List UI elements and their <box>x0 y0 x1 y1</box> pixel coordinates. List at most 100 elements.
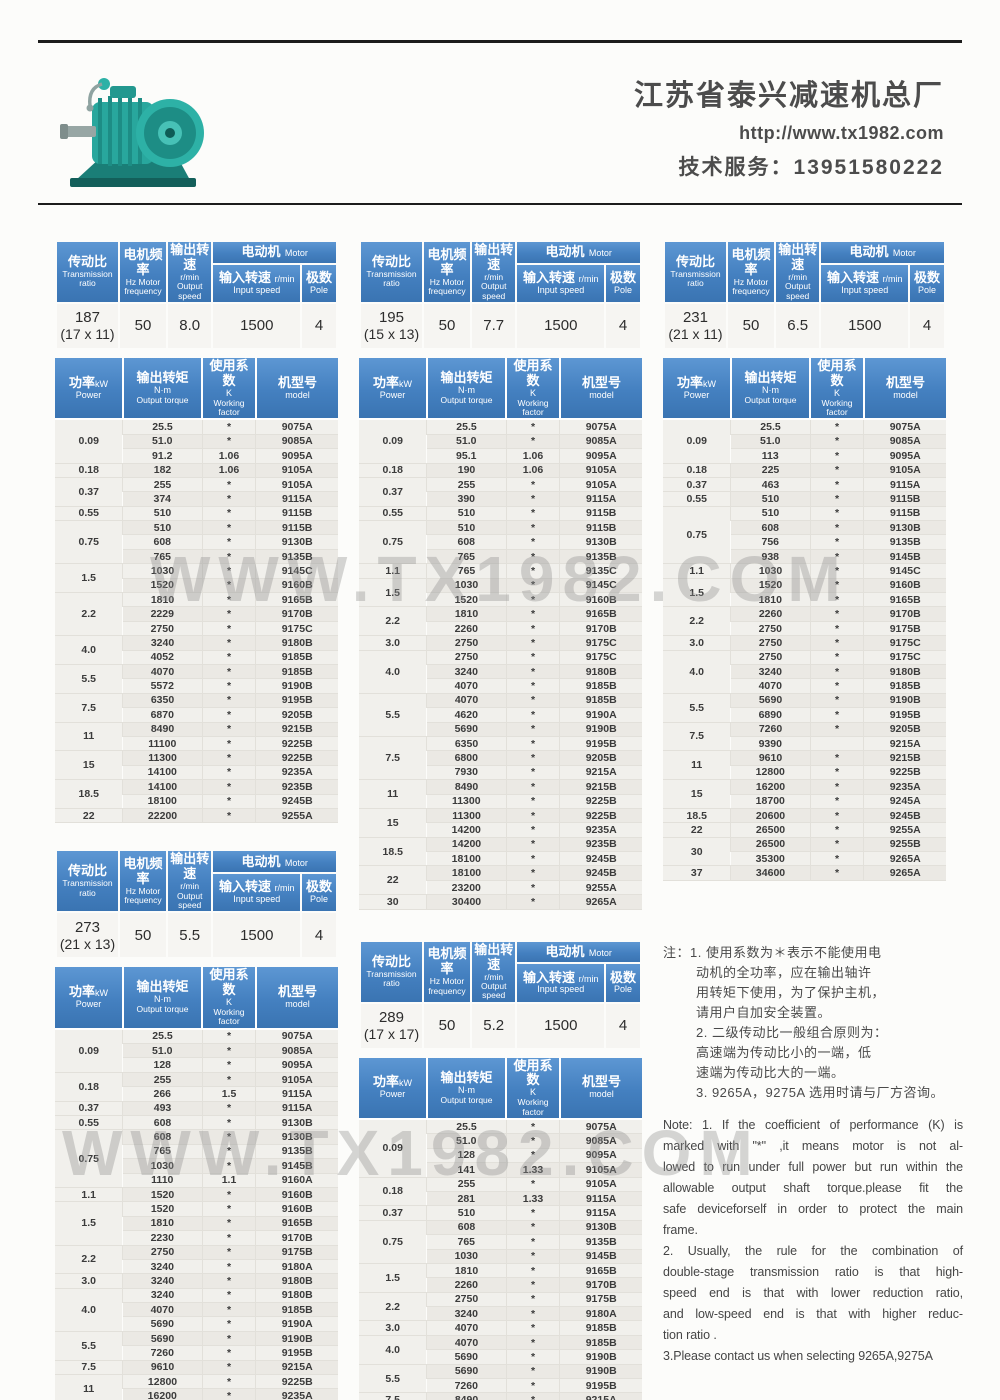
power-header-model: 机型号 model <box>254 357 338 421</box>
power-header-working-factor: 使用系数 K Working factor <box>809 357 864 421</box>
spec-header-transmission-ratio: 传动比 Transmission ratio <box>361 941 422 1002</box>
power-table-row: 390 * 9115A <box>359 491 642 507</box>
tables-area: 传动比 Transmission ratio 电机频率 Hz Motor frequ… <box>55 240 963 1400</box>
power-kw-value: 2.2 <box>55 592 123 637</box>
power-kw-value: 0.75 <box>55 520 123 565</box>
torque-value: 4070 <box>426 1320 507 1336</box>
spec-header-output-speed: 输出转速 r/min Output speed <box>776 242 820 302</box>
working-factor-value: * <box>505 880 560 896</box>
working-factor-value: * <box>809 678 864 694</box>
power-table-row: 7.5 6350 * 9195B <box>55 693 338 723</box>
power-table-row: 0.09 25.5 * 9075A <box>663 419 946 464</box>
torque-value: 9610 <box>730 750 811 766</box>
power-kw-value: 4.0 <box>55 1288 123 1332</box>
torque-value: 51.0 <box>426 1133 507 1149</box>
torque-value: 9610 <box>122 1360 203 1376</box>
working-factor-value: * <box>505 707 560 723</box>
working-factor-value: * <box>809 664 864 680</box>
torque-value: 51.0 <box>122 1043 203 1059</box>
note-line-chinese: 用转矩下使用，为了保护主机， <box>696 984 886 1000</box>
model-value: 9130B <box>255 1115 338 1131</box>
model-value: 9265A <box>559 894 642 910</box>
torque-value: 11300 <box>426 794 507 809</box>
power-table-row: 0.55 510 * 9115B <box>55 506 338 522</box>
working-factor-value: * <box>505 693 560 709</box>
spec-header-pole: 极数 Pole <box>910 264 944 302</box>
model-value: 9095A <box>559 1148 642 1164</box>
working-factor-value: * <box>505 419 560 435</box>
power-kw-value: 0.18 <box>55 1072 123 1102</box>
torque-value: 281 <box>426 1191 507 1207</box>
power-kw-value: 18.5 <box>663 808 731 824</box>
power-table-row: 2750 * 9175B <box>663 621 946 637</box>
working-factor-value: * <box>505 736 560 752</box>
power-table-row: 608 * 9130B <box>359 534 642 550</box>
power-kw-value: 4.0 <box>55 635 123 665</box>
power-table-row: 14200 * 9235A <box>359 822 642 838</box>
working-factor-value: * <box>809 563 864 579</box>
model-value: 9255A <box>255 808 338 824</box>
power-table-row: 5.5 5690 * 9190B <box>55 1331 338 1361</box>
model-value: 9185B <box>559 678 642 694</box>
pole-value: 4 <box>302 303 336 348</box>
model-value: 9215A <box>255 1360 338 1376</box>
power-table-row: 7.5 6350 * 9195B <box>359 736 642 781</box>
power-table-row: 5690 * 9190A <box>55 1316 338 1332</box>
torque-value: 25.5 <box>426 1119 507 1135</box>
torque-value: 190 <box>426 463 507 478</box>
torque-value: 7260 <box>730 722 811 737</box>
power-table-row: 11 9610 * 9215B <box>663 750 946 781</box>
spec-header-motor-frequency: 电机频率 Hz Motor frequency <box>423 242 471 302</box>
model-value: 9105A <box>255 477 338 493</box>
working-factor-value: * <box>809 693 864 709</box>
table-group-ratio-187: 传动比 Transmission ratio 电机频率 Hz Motor frequ… <box>55 240 338 824</box>
power-table-row: 128 * 9095A <box>55 1057 338 1073</box>
power-table-row: 51.0 * 9085A <box>55 1043 338 1059</box>
working-factor-value: * <box>505 1177 560 1192</box>
power-kw-value: 15 <box>359 808 427 838</box>
working-factor-value: * <box>201 765 256 781</box>
power-table-row: 1110 1.1 9160A <box>55 1173 338 1188</box>
pole-value: 4 <box>606 1003 640 1048</box>
torque-value: 23200 <box>426 880 507 896</box>
model-value: 9190B <box>255 1331 338 1347</box>
spec-header-input-speed: 输入转速 r/min Input speed <box>213 873 301 912</box>
torque-value: 34600 <box>730 865 811 881</box>
working-factor-value: * <box>201 1230 256 1246</box>
torque-value: 2750 <box>426 650 507 666</box>
spec-header-pole: 极数 Pole <box>606 964 640 1002</box>
power-kw-value: 0.55 <box>55 506 123 522</box>
model-value: 9145B <box>863 549 946 565</box>
torque-value: 608 <box>122 1129 203 1145</box>
working-factor-value: * <box>505 1292 560 1308</box>
working-factor-value: * <box>505 894 560 910</box>
model-value: 9190B <box>255 678 338 694</box>
model-value: 9160B <box>255 1201 338 1217</box>
model-value: 9175B <box>863 621 946 637</box>
power-table-row: 11 8490 * 9215B <box>55 722 338 752</box>
model-value: 9190B <box>559 1364 642 1380</box>
power-table-row: 128 * 9095A <box>359 1148 642 1164</box>
model-value: 9115A <box>255 1086 338 1102</box>
column-1: 传动比 Transmission ratio 电机频率 Hz Motor frequ… <box>55 240 338 1400</box>
model-value: 9195B <box>863 707 946 723</box>
model-value: 9185B <box>255 664 338 680</box>
torque-value: 26500 <box>730 822 811 838</box>
power-table-row: 0.75 510 * 9115B <box>359 520 642 565</box>
column-3: 传动比 Transmission ratio 电机频率 Hz Motor frequ… <box>663 240 963 1367</box>
power-table-row: 4070 * 9185B <box>663 678 946 694</box>
model-value: 9115B <box>559 506 642 522</box>
spec-header-input-speed: 输入转速 r/min Input speed <box>517 264 605 302</box>
power-table-row: 0.37 493 * 9115A <box>55 1101 338 1117</box>
power-kw-value: 7.5 <box>359 736 427 781</box>
power-table-row: 15 11300 * 9225B <box>359 808 642 838</box>
model-value: 9115A <box>559 1191 642 1207</box>
model-value: 9085A <box>559 1133 642 1149</box>
note-line-english: frame. <box>663 1222 698 1237</box>
working-factor-value: * <box>201 1374 256 1390</box>
power-table-row: 91.2 1.06 9095A <box>55 448 338 464</box>
power-table-row: 0.09 25.5 * 9075A <box>359 1119 642 1178</box>
torque-value: 1810 <box>122 592 203 608</box>
model-value: 9115B <box>255 506 338 522</box>
transmission-ratio-value: 195 (15 x 13) <box>361 303 422 348</box>
